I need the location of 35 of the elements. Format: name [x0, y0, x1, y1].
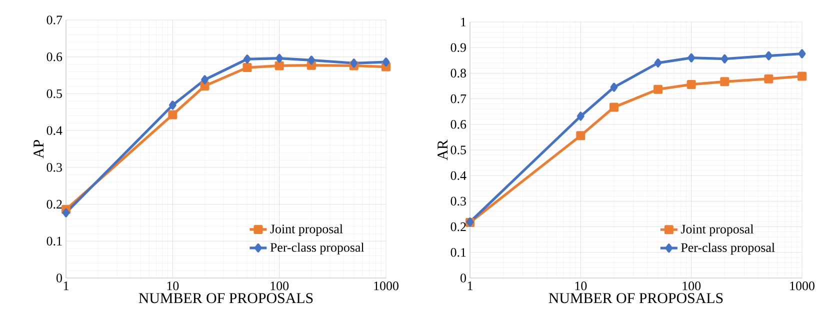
y-tick-label: 0.5 [46, 89, 62, 98]
y-tick-label: 0.6 [450, 120, 466, 129]
y-tick-label: 1 [461, 18, 466, 26]
y-axis-title: AP [34, 140, 44, 158]
x-tick-label: 100 [270, 282, 289, 290]
y-tick-label: 0.3 [450, 196, 466, 206]
y-tick-label: 0.2 [46, 200, 62, 209]
x-tick-label: 1000 [374, 282, 398, 290]
y-tick-label: 0.2 [450, 222, 466, 232]
legend-label: Joint proposal [680, 224, 754, 236]
x-axis-title: NUMBER OF PROPOSALS [138, 293, 313, 304]
y-tick-label: 0.4 [450, 171, 466, 180]
x-tick-label: 10 [167, 282, 179, 290]
y-tick-label: 0.1 [450, 248, 466, 257]
y-tick-label: 0.8 [450, 68, 466, 78]
y-tick-label: 0.1 [46, 236, 62, 246]
legend-label: Joint proposal [270, 224, 343, 236]
x-tick-label: 1000 [790, 282, 814, 290]
y-tick-label: 0.6 [46, 52, 62, 62]
y-tick-label: 0.3 [46, 163, 62, 172]
x-axis-title: NUMBER OF PROPOSALS [548, 293, 723, 304]
y-tick-label: 0.7 [450, 94, 466, 104]
y-tick-label: 0.9 [450, 43, 466, 52]
legend-label: Per-class proposal [681, 242, 775, 255]
y-tick-label: 0 [56, 274, 62, 282]
y-tick-label: 0.5 [450, 146, 466, 154]
y-tick-label: 0.4 [46, 126, 62, 135]
y-tick-label: 0 [460, 274, 466, 282]
y-tick-label: 0.7 [46, 16, 62, 24]
x-tick-label: 1 [468, 282, 472, 290]
legend-label: Per-class proposal [270, 242, 364, 254]
x-tick-label: 10 [575, 282, 587, 290]
y-axis-title: AR [438, 140, 448, 160]
x-tick-label: 1 [64, 282, 68, 290]
x-tick-label: 100 [682, 282, 701, 290]
